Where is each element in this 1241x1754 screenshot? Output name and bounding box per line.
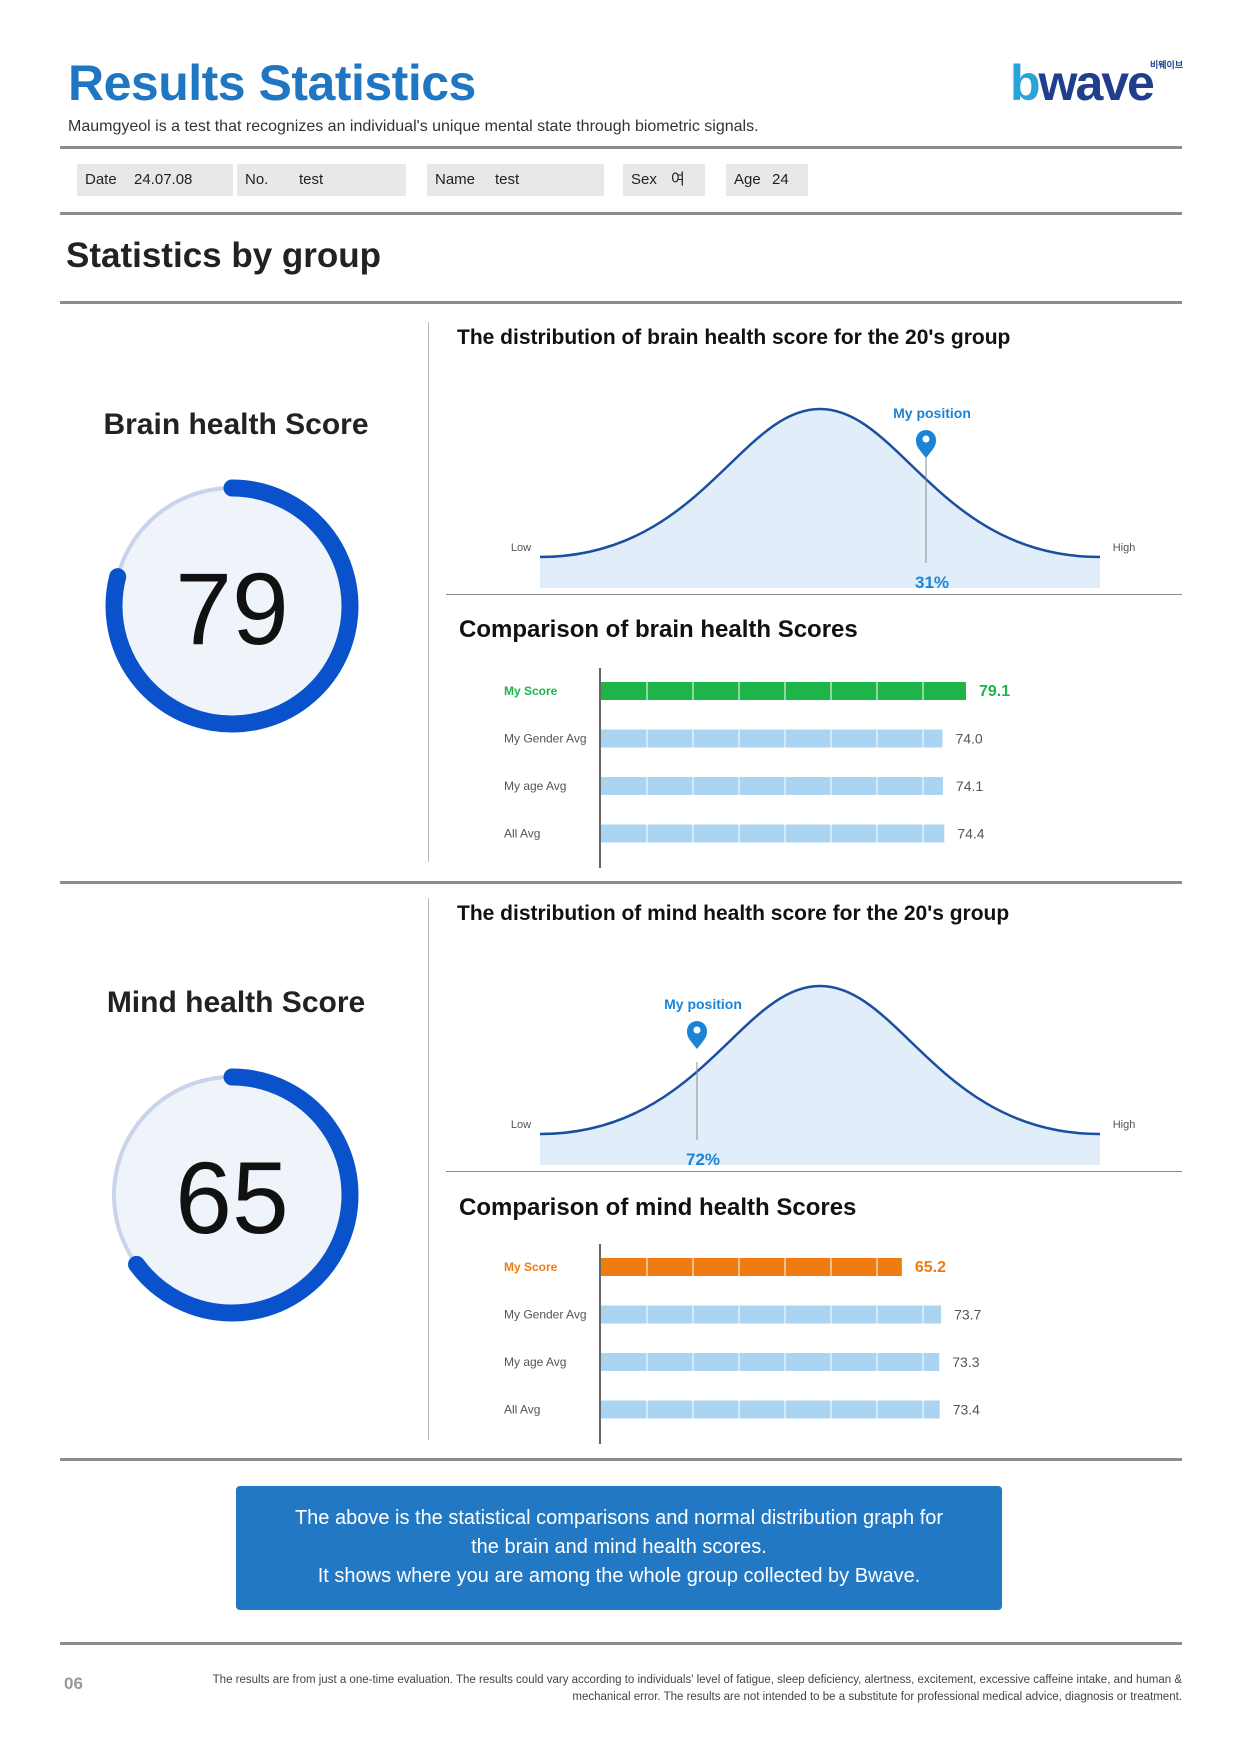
name-field: Name test	[427, 164, 604, 196]
high-label: High	[1113, 1119, 1136, 1131]
mind-bar-label: My Score	[504, 1260, 558, 1274]
distribution-area	[540, 986, 1100, 1165]
gauge-progress-arc	[128, 1068, 359, 1322]
date-field: Date 24.07.08	[77, 164, 233, 196]
mind-comparison-title: Comparison of mind health Scores	[459, 1194, 857, 1221]
low-label: Low	[511, 542, 531, 554]
mind-score-title: Mind health Score	[106, 986, 366, 1019]
brain-distribution-title: The distribution of brain health score f…	[457, 326, 1011, 349]
brain-bar-value: 74.4	[957, 826, 984, 842]
my-position-label: My position	[893, 405, 971, 421]
mind-bar-value: 73.4	[953, 1402, 980, 1418]
logo-korean-text: 비웨이브	[1150, 60, 1184, 70]
brain-bar	[601, 729, 943, 748]
brain-bar	[601, 777, 943, 795]
brain-bar-label: My age Avg	[504, 779, 566, 793]
percentile-label: 31%	[915, 573, 949, 592]
mind-bar-label: My age Avg	[504, 1355, 566, 1369]
divider	[446, 594, 1182, 595]
brain-comparison-chart: My Score 79.1 My Gender Avg 74.0 My age Avg 7…	[504, 668, 1010, 868]
divider	[60, 881, 1182, 884]
distribution-area	[540, 409, 1100, 588]
page-number: 06	[64, 1674, 83, 1693]
sex-label: Sex	[631, 171, 657, 188]
high-label: High	[1113, 542, 1136, 554]
brain-bar-label: My Score	[504, 684, 558, 698]
page-title: Results Statistics	[68, 55, 476, 111]
location-pin-dot	[922, 435, 930, 443]
vertical-divider	[428, 322, 429, 862]
age-value: 24	[772, 171, 789, 188]
mind-distribution-title: The distribution of mind health score fo…	[457, 902, 1010, 925]
divider	[60, 146, 1182, 149]
disclaimer-line-1: The results are from just a one-time eva…	[212, 1674, 1182, 1686]
mind-bar-label: My Gender Avg	[504, 1308, 587, 1322]
section-title: Statistics by group	[66, 236, 382, 275]
info-note-box: The above is the statistical comparisons…	[236, 1486, 1002, 1610]
mind-bar-value: 73.3	[952, 1354, 979, 1370]
date-label: Date	[85, 171, 117, 188]
location-pin-icon	[916, 430, 936, 458]
age-label: Age	[734, 171, 761, 188]
distribution-curve	[539, 984, 1101, 1136]
disclaimer: The results are from just a one-time eva…	[126, 1672, 1182, 1706]
mind-bar	[601, 1353, 940, 1371]
mind-bar	[601, 1400, 940, 1419]
my-position-label: My position	[664, 996, 742, 1012]
brain-bar-label: My Gender Avg	[504, 732, 587, 746]
sex-field: Sex 여	[623, 164, 705, 196]
brain-comparison-title: Comparison of brain health Scores	[459, 616, 858, 643]
sex-value: 여	[671, 171, 685, 188]
divider	[60, 301, 1182, 304]
mind-bar	[601, 1258, 902, 1276]
gauge-background	[114, 488, 350, 724]
brain-score-gauge: 79	[105, 479, 359, 733]
mind-bar-label: All Avg	[504, 1403, 540, 1417]
location-pin-dot	[693, 1026, 701, 1034]
brain-bar-value: 74.1	[956, 778, 983, 794]
number-value: test	[299, 171, 324, 188]
vertical-divider	[428, 898, 429, 1440]
date-value: 24.07.08	[134, 171, 193, 188]
divider	[60, 1642, 1182, 1645]
distribution-curve	[539, 407, 1101, 559]
mind-bar	[601, 1305, 942, 1324]
brain-bar-value: 74.0	[955, 731, 982, 747]
age-field: Age 24	[726, 164, 808, 196]
brain-score-value: 79	[175, 552, 288, 666]
name-value: test	[495, 171, 520, 188]
number-label: No.	[245, 171, 269, 188]
mind-score-value: 65	[175, 1141, 288, 1255]
brain-bar	[601, 824, 945, 843]
mind-distribution-chart: My position Low High 72%	[511, 984, 1136, 1169]
disclaimer-line-2: mechanical error. The results are not in…	[572, 1691, 1182, 1703]
brain-score-title: Brain health Score	[103, 408, 369, 441]
note-line-3: It shows where you are among the whole g…	[317, 1565, 921, 1587]
note-line-2: the brain and mind health scores.	[471, 1536, 767, 1558]
mind-score-gauge: 65	[112, 1068, 359, 1322]
brain-bar	[601, 682, 966, 700]
brain-bar-label: All Avg	[504, 827, 540, 841]
mind-bar-value: 73.7	[954, 1307, 981, 1323]
location-pin-icon	[687, 1021, 707, 1049]
percentile-label: 72%	[686, 1150, 720, 1169]
brain-distribution-chart: My position Low High 31%	[511, 405, 1136, 592]
name-label: Name	[435, 171, 476, 188]
page-subtitle: Maumgyeol is a test that recognizes an i…	[68, 118, 759, 135]
divider	[60, 1458, 1182, 1461]
number-field: No. test	[237, 164, 406, 196]
mind-bar-value: 65.2	[915, 1259, 946, 1276]
low-label: Low	[511, 1119, 531, 1131]
gauge-progress-arc	[105, 479, 359, 733]
note-line-1: The above is the statistical comparisons…	[294, 1507, 944, 1529]
brain-bar-value: 79.1	[979, 683, 1010, 700]
divider	[60, 212, 1182, 215]
mind-comparison-chart: My Score 65.2 My Gender Avg 73.7 My age Avg 7…	[504, 1244, 982, 1444]
bwave-logo: bwave	[1010, 55, 1155, 111]
divider	[446, 1171, 1182, 1172]
gauge-background	[114, 1077, 350, 1313]
